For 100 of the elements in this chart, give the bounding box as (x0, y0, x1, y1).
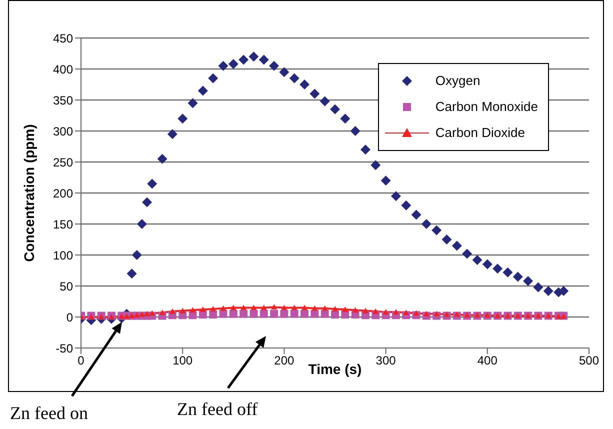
point (280, 310, 288, 318)
point (88, 314, 94, 320)
point (434, 310, 440, 316)
point (136, 219, 147, 229)
point (289, 73, 300, 84)
point (210, 306, 216, 312)
point (312, 305, 318, 311)
point (108, 314, 114, 320)
point (442, 234, 452, 244)
point (208, 73, 218, 84)
point (271, 304, 278, 310)
point (132, 250, 142, 260)
point (512, 272, 523, 282)
point (159, 310, 166, 316)
y-tick-label: 50 (60, 279, 74, 294)
y-tick-label: 300 (52, 124, 74, 138)
point (188, 98, 198, 108)
point (392, 309, 399, 314)
point (300, 80, 310, 90)
point (144, 310, 150, 316)
point (492, 264, 503, 274)
point (240, 304, 247, 310)
x-axis-title: Time (s) (308, 361, 362, 377)
point (250, 310, 258, 318)
point (390, 191, 401, 202)
legend-label: Carbon Monoxide (435, 98, 538, 116)
point (413, 310, 420, 316)
point (219, 310, 228, 318)
point (331, 310, 339, 319)
point (238, 54, 249, 65)
y-tick-label: 100 (52, 248, 74, 262)
point (432, 225, 442, 236)
y-tick-label: 400 (52, 62, 74, 76)
x-tick-label: 400 (477, 354, 498, 368)
point (401, 200, 412, 210)
point (149, 310, 156, 316)
point (218, 60, 228, 71)
point (472, 254, 482, 265)
point (421, 219, 432, 229)
x-tick-label: 100 (172, 354, 193, 368)
point (362, 308, 368, 314)
point (482, 259, 492, 270)
point (260, 304, 267, 310)
point (157, 154, 168, 164)
point (320, 310, 329, 318)
point (322, 305, 328, 311)
point (330, 104, 340, 114)
point (454, 312, 460, 317)
point (269, 60, 280, 71)
y-tick-label: 0 (66, 310, 74, 324)
point (411, 210, 422, 220)
point (228, 59, 238, 70)
point (169, 308, 176, 314)
point (167, 129, 178, 140)
point (332, 306, 338, 312)
legend-label: Oxygen (435, 72, 480, 90)
x-tick-label: 200 (274, 354, 295, 368)
point (98, 314, 104, 320)
point (300, 310, 309, 318)
point (178, 114, 188, 124)
y-tick-label: 350 (52, 93, 74, 108)
text: Zn feed off (175, 399, 260, 420)
point (198, 86, 208, 96)
y-tick-label: 250 (52, 155, 74, 170)
point (258, 54, 269, 65)
point (350, 126, 360, 136)
y-tick-label: 150 (52, 217, 74, 232)
point (342, 306, 348, 312)
point (190, 307, 196, 313)
point (209, 310, 218, 319)
x-tick-label: 500 (578, 354, 600, 368)
point (279, 67, 290, 78)
point (290, 310, 298, 318)
point (229, 310, 238, 318)
x-tick-label: 0 (78, 354, 85, 368)
point (444, 312, 450, 317)
point (320, 96, 330, 106)
point (403, 310, 410, 316)
y-axis-title: Concentration (ppm) (20, 124, 37, 262)
point (126, 268, 137, 279)
point (310, 310, 319, 318)
point (372, 308, 379, 314)
point (281, 304, 288, 310)
point (533, 282, 544, 292)
point (340, 114, 350, 124)
point (142, 197, 152, 208)
point (270, 310, 278, 318)
y-tick-label: 450 (52, 31, 74, 46)
point (558, 286, 569, 296)
point (310, 88, 320, 99)
y-tick-label: 200 (52, 186, 74, 200)
point (423, 310, 430, 316)
y-tick-label: -50 (56, 341, 74, 356)
point (523, 276, 534, 286)
point (302, 304, 308, 310)
point (200, 306, 206, 312)
point (462, 248, 472, 259)
point (543, 286, 554, 296)
point (382, 309, 389, 314)
point (452, 240, 462, 251)
